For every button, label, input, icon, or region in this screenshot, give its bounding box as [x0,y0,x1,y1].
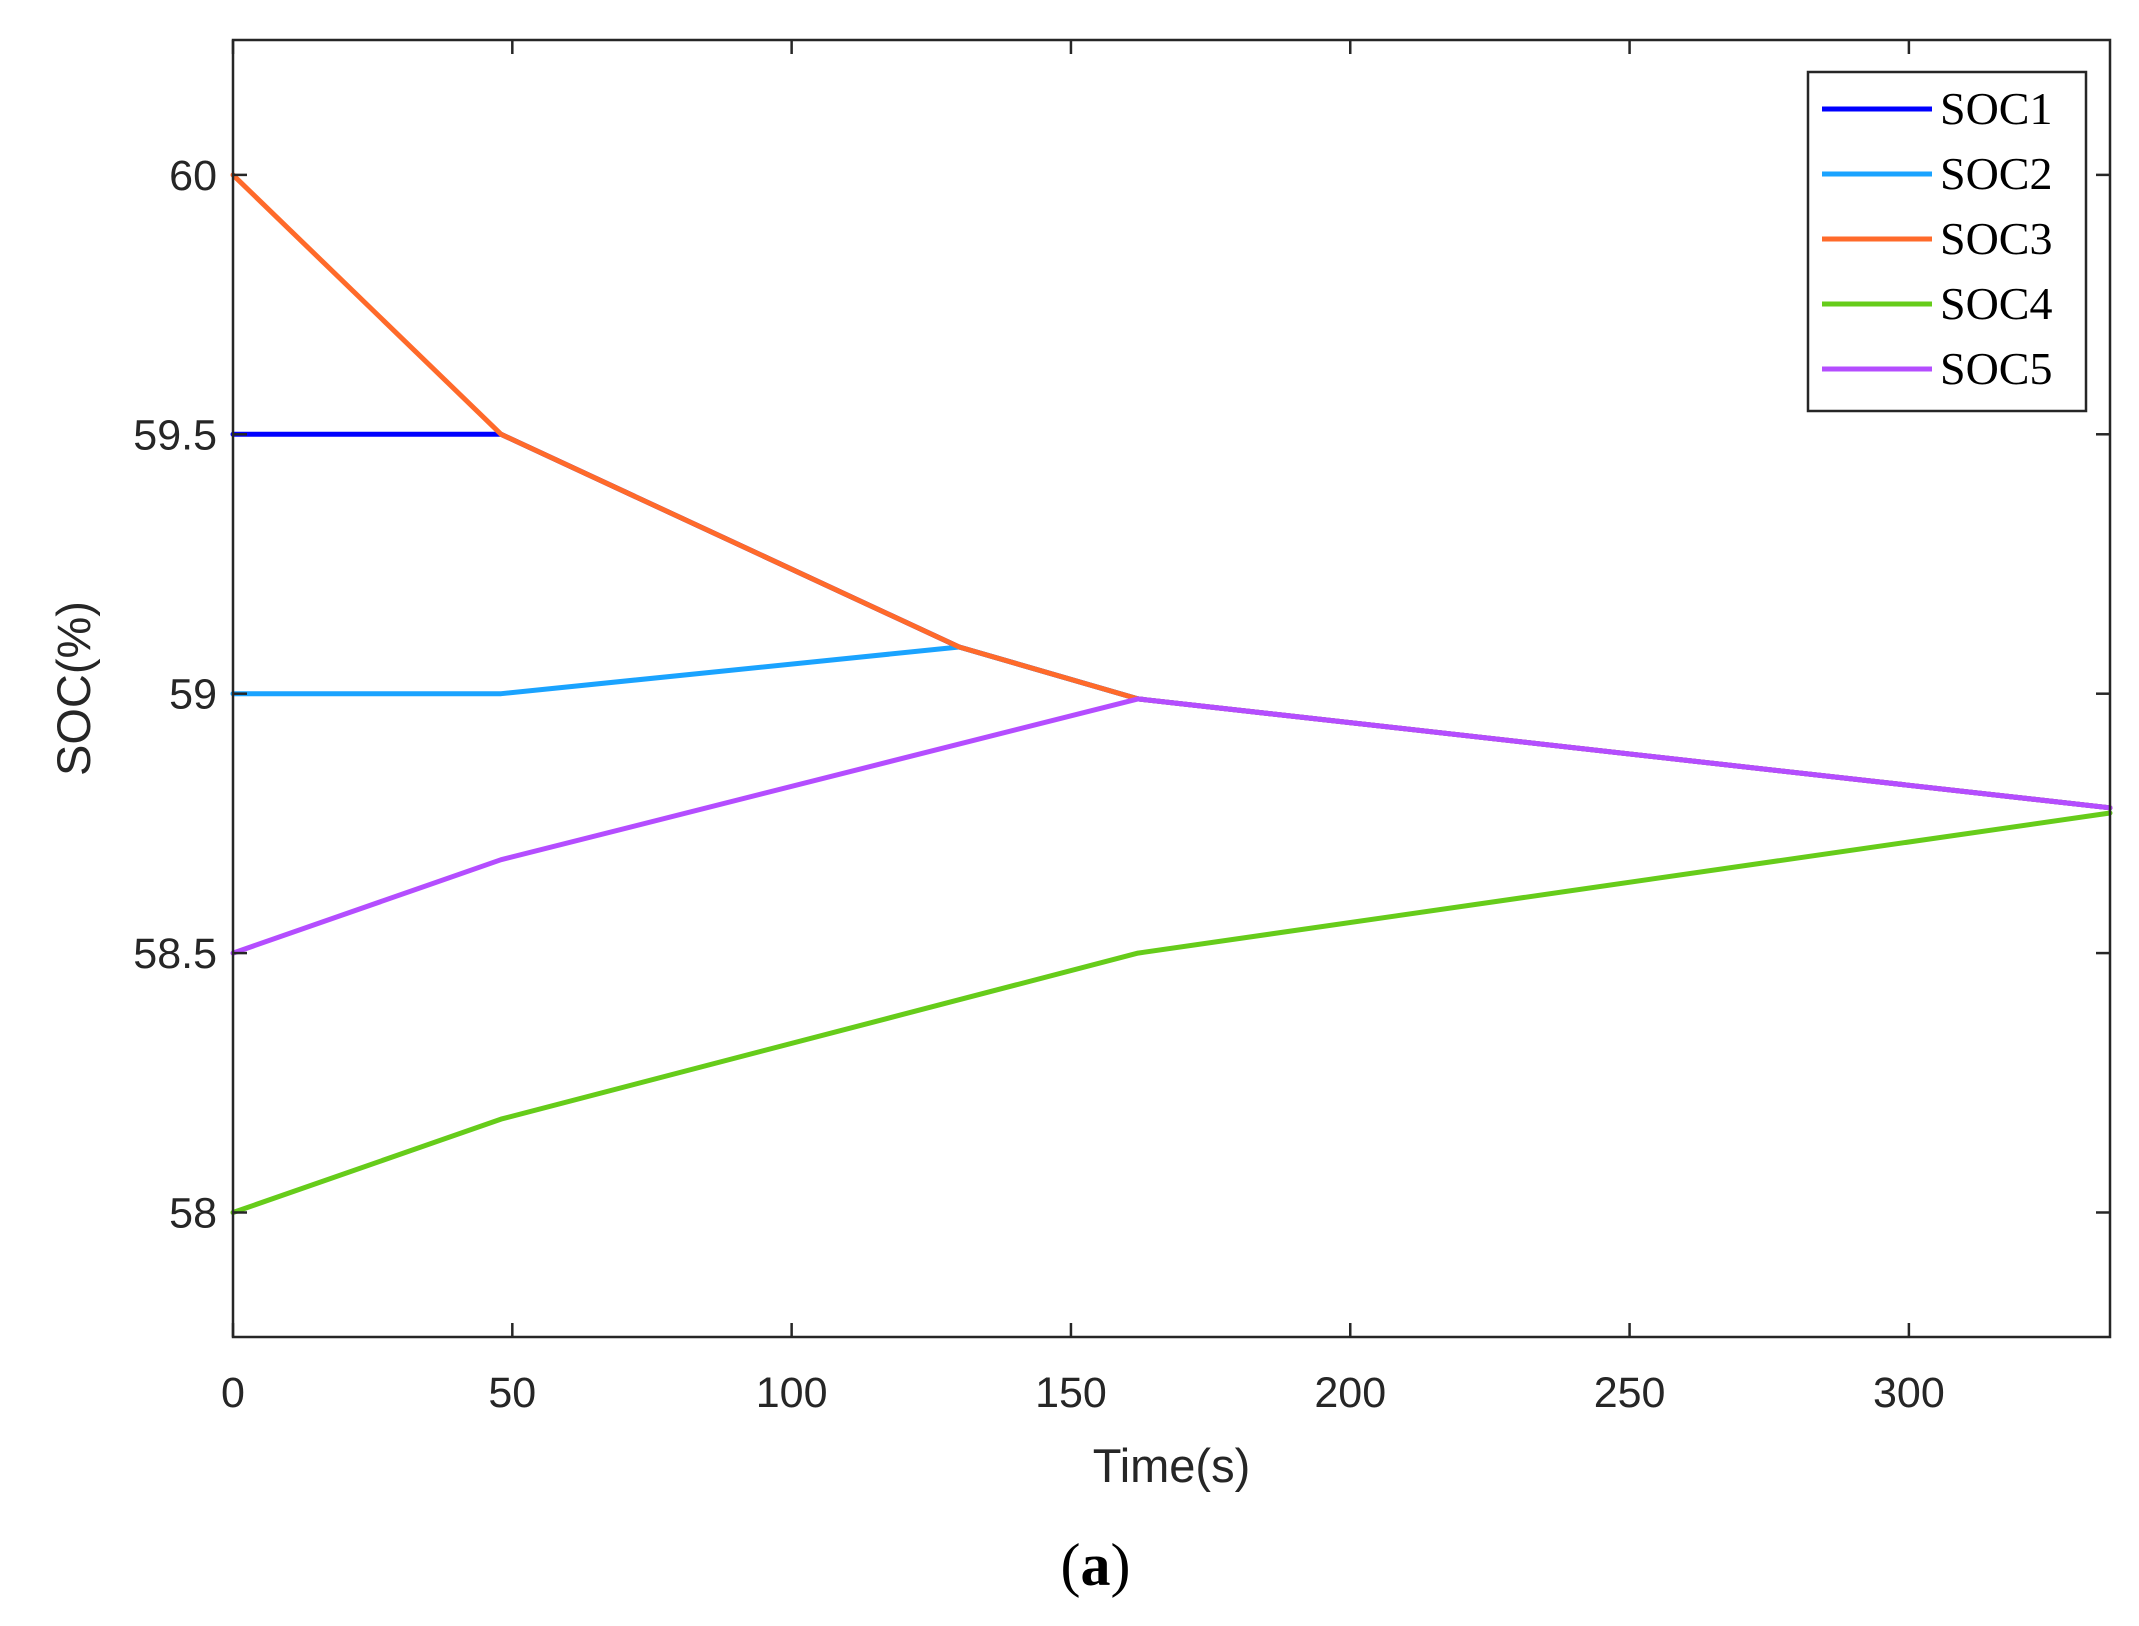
figure-caption: (a) [1061,1532,1131,1598]
series-line-soc1 [230,431,2113,811]
caption-close-paren: ) [1111,1532,1131,1598]
series-line-soc4 [230,810,2113,1215]
y-tick-label: 58 [169,1189,217,1237]
series-line-soc5 [230,696,2113,956]
legend-label: SOC4 [1940,278,2052,329]
y-tick-label: 59.5 [133,411,217,459]
caption-letter: a [1081,1532,1111,1598]
series-layer [230,172,2113,1215]
x-tick-label: 250 [1594,1369,1666,1417]
legend-label: SOC1 [1940,83,2052,134]
y-axis-title: SOC(%) [47,601,100,776]
x-tick-label: 50 [488,1369,536,1417]
y-tick-label: 59 [169,671,217,719]
caption-open-paren: ( [1061,1532,1081,1598]
legend-label: SOC5 [1940,343,2052,394]
x-tick-label: 150 [1035,1369,1107,1417]
y-tick-label: 58.5 [133,930,217,978]
x-tick-label: 100 [756,1369,828,1417]
legend-label: SOC2 [1940,148,2052,199]
ticks-layer: 0 50 100 150 200 250 300 58 58.5 59 59.5 60 [133,40,2110,1417]
legend-label: SOC3 [1940,213,2052,264]
x-tick-label: 200 [1314,1369,1386,1417]
x-tick-label: 300 [1873,1369,1945,1417]
x-tick-label: 0 [221,1369,245,1417]
x-axis-title: Time(s) [1093,1439,1251,1492]
legend: SOC1 SOC2 SOC3 SOC4 SOC5 [1806,70,2088,413]
series-line-soc2 [230,644,2113,811]
plot-area-frame [231,38,2112,1339]
y-tick-label: 60 [169,152,217,200]
